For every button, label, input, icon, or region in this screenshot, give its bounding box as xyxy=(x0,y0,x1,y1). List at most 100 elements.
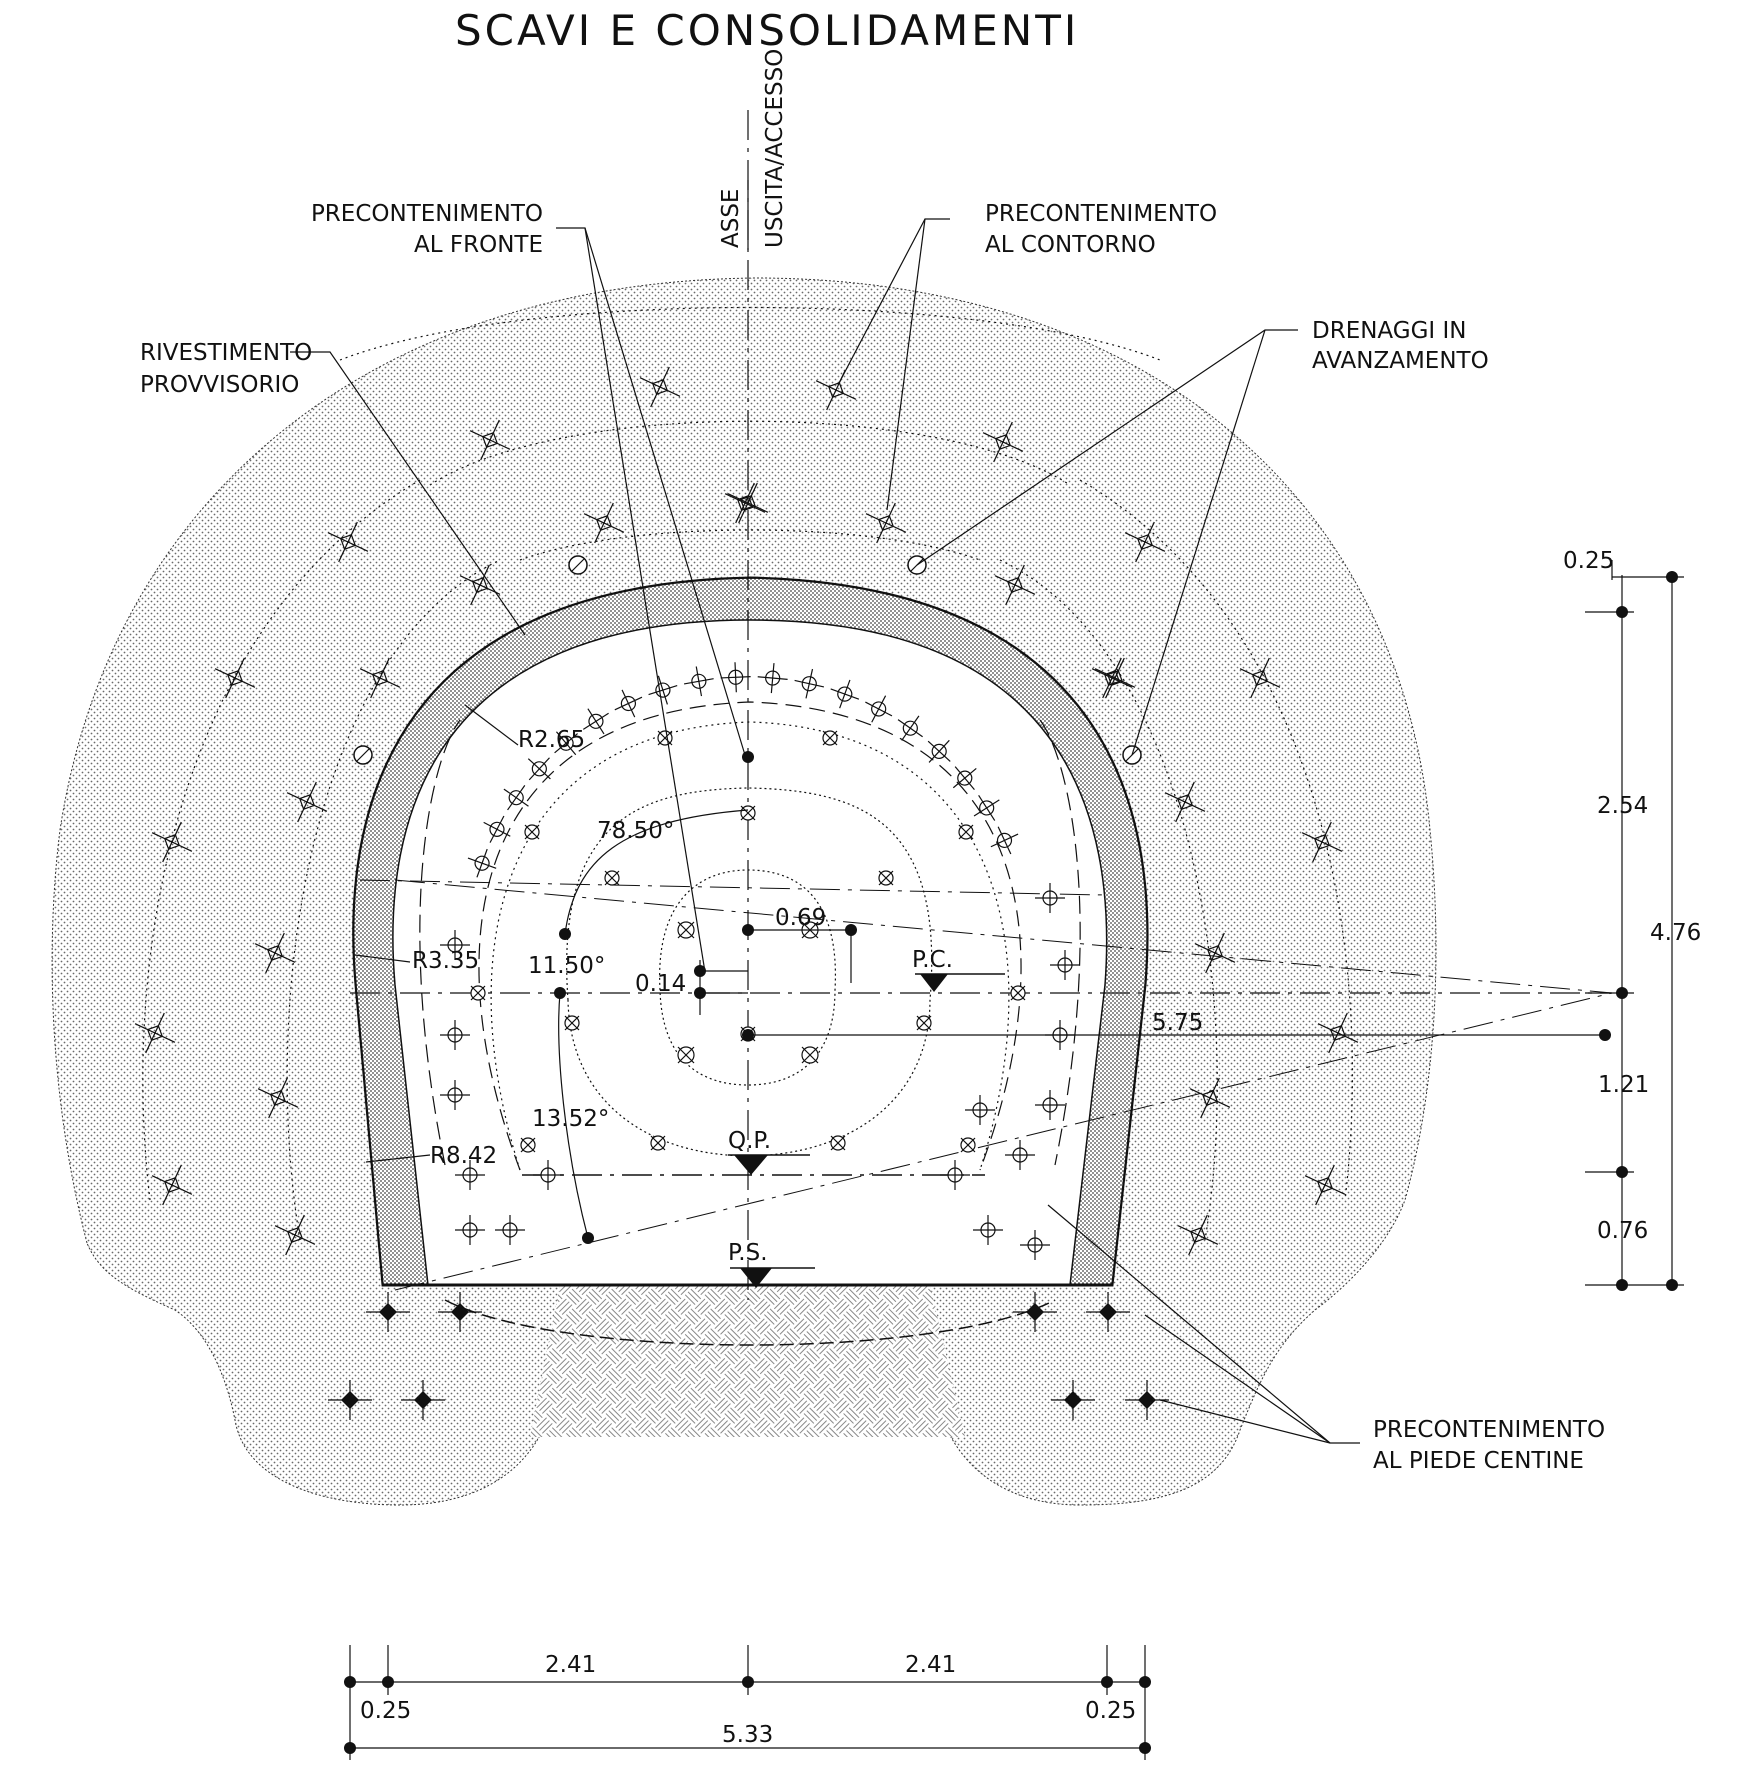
crossed-circle-mark xyxy=(455,1160,485,1190)
contour-star-mark xyxy=(982,421,1024,463)
svg-text:RIVESTIMENTO: RIVESTIMENTO xyxy=(140,340,312,366)
svg-text:AVANZAMENTO: AVANZAMENTO xyxy=(1312,348,1489,374)
contour-star-mark xyxy=(1189,1077,1231,1119)
x-circle-mark xyxy=(740,805,756,821)
x-circle-mark xyxy=(677,921,695,939)
crossed-circle-mark xyxy=(440,1020,470,1050)
svg-text:USCITA/ACCESSO: USCITA/ACCESSO xyxy=(762,49,788,248)
crossed-circle-mark xyxy=(794,668,825,699)
svg-text:5.33: 5.33 xyxy=(722,1722,773,1748)
foot-diamond-mark xyxy=(328,1380,372,1420)
crossed-circle-mark xyxy=(440,930,470,960)
crossed-circle-mark xyxy=(927,739,951,763)
crossed-circle-mark xyxy=(533,1160,563,1190)
crossed-circle-mark xyxy=(1020,1230,1050,1260)
svg-text:4.76: 4.76 xyxy=(1650,920,1701,946)
crossed-circle-mark xyxy=(1050,950,1080,980)
x-circle-mark xyxy=(677,1046,695,1064)
contour-star-mark xyxy=(459,564,501,606)
drawing-title: SCAVI E CONSOLIDAMENTI xyxy=(455,6,1079,55)
x-circle-mark xyxy=(520,1137,536,1153)
svg-text:78.50°: 78.50° xyxy=(597,818,674,844)
bottom-dimensions: 2.41 2.41 0.25 0.25 5.33 xyxy=(344,1645,1151,1760)
x-circle-mark xyxy=(960,1137,976,1153)
contour-star-mark xyxy=(1301,821,1343,863)
contour-star-mark xyxy=(134,1012,176,1054)
contour-star-mark xyxy=(469,419,511,461)
foot-nail-markers xyxy=(328,1292,1169,1420)
foot-diamond-mark xyxy=(1013,1292,1057,1332)
radial-line-3 xyxy=(359,879,1106,896)
crossed-circle-mark xyxy=(990,826,1019,855)
svg-text:0.25: 0.25 xyxy=(360,1698,411,1724)
svg-text:PRECONTENIMENTO: PRECONTENIMENTO xyxy=(1373,1417,1605,1443)
svg-text:Q.P.: Q.P. xyxy=(728,1128,771,1154)
level-marker-pc: P.C. xyxy=(912,947,1005,992)
contour-star-mark xyxy=(994,564,1036,606)
svg-text:0.25: 0.25 xyxy=(1085,1698,1136,1724)
crossed-circle-mark xyxy=(897,715,923,741)
contour-star-mark xyxy=(151,1164,193,1206)
contour-star-mark xyxy=(254,932,296,974)
crossed-circle-mark xyxy=(973,1215,1003,1245)
foot-diamond-mark xyxy=(1086,1292,1130,1332)
svg-text:1.21: 1.21 xyxy=(1598,1072,1649,1098)
invert-fill xyxy=(530,1285,965,1437)
contour-star-mark xyxy=(214,657,256,699)
x-circle-mark xyxy=(958,824,974,840)
contour-star-mark xyxy=(257,1077,299,1119)
crossed-circle-mark xyxy=(503,785,529,811)
drainage-markers xyxy=(353,555,1142,765)
svg-text:2.41: 2.41 xyxy=(905,1652,956,1678)
svg-text:5.75: 5.75 xyxy=(1152,1010,1203,1036)
contour-star-mark xyxy=(274,1214,316,1256)
crossed-circle-mark xyxy=(648,675,678,705)
svg-text:AL CONTORNO: AL CONTORNO xyxy=(985,232,1156,258)
contour-star-mark xyxy=(286,781,328,823)
contour-star-mark xyxy=(1164,781,1206,823)
x-circle-mark xyxy=(830,1135,846,1151)
contour-star-mark xyxy=(639,366,681,408)
svg-text:13.52°: 13.52° xyxy=(532,1106,609,1132)
crossed-circle-mark xyxy=(683,666,714,697)
crossed-circle-mark xyxy=(973,794,1000,821)
radius-labels: R2.65 R3.35 R8.42 xyxy=(354,704,585,1169)
svg-text:PRECONTENIMENTO: PRECONTENIMENTO xyxy=(311,201,543,227)
contour-star-mark xyxy=(724,482,766,524)
right-dimensions: 0.25 2.54 4.76 1.21 0.76 xyxy=(1563,548,1701,1291)
inner-dimensions: 0.69 0.14 5.75 xyxy=(635,905,1611,1041)
label-precontenimento-contorno: PRECONTENIMENTO AL CONTORNO xyxy=(985,201,1217,258)
contour-star-mark xyxy=(1124,521,1166,563)
x-circle-mark xyxy=(916,1015,932,1031)
x-circle-mark xyxy=(470,985,486,1001)
x-circle-mark xyxy=(1010,985,1026,1001)
svg-text:PRECONTENIMENTO: PRECONTENIMENTO xyxy=(985,201,1217,227)
label-drenaggi: DRENAGGI IN AVANZAMENTO xyxy=(1312,318,1489,374)
svg-text:11.50°: 11.50° xyxy=(528,953,605,979)
foot-diamond-mark xyxy=(438,1292,482,1332)
contour-star-mark xyxy=(1194,932,1236,974)
contour-star-mark xyxy=(327,521,369,563)
crossed-circle-mark xyxy=(483,815,511,843)
svg-text:2.41: 2.41 xyxy=(545,1652,596,1678)
foot-diamond-mark xyxy=(366,1292,410,1332)
svg-text:P.C.: P.C. xyxy=(912,947,953,973)
contour-star-mark xyxy=(583,502,625,544)
crossed-circle-mark xyxy=(440,1080,470,1110)
crossed-circle-mark xyxy=(952,766,977,790)
crossed-circle-mark xyxy=(467,848,497,878)
drainage-mark xyxy=(353,745,373,765)
drainage-mark xyxy=(568,555,588,575)
crossed-circle-mark xyxy=(1035,1090,1065,1120)
foot-diamond-mark xyxy=(401,1380,445,1420)
x-circle-mark xyxy=(878,870,894,886)
leader-lines xyxy=(290,218,1360,1444)
crossed-circle-mark xyxy=(1005,1140,1035,1170)
crossed-circle-mark xyxy=(495,1215,525,1245)
angle-annotations: 78.50° 11.50° 13.52° xyxy=(528,751,754,1244)
x-circle-mark xyxy=(650,1135,666,1151)
level-marker-qp: Q.P. xyxy=(728,1128,810,1175)
svg-text:PROVVISORIO: PROVVISORIO xyxy=(140,372,299,398)
crossed-circle-mark xyxy=(830,679,860,709)
contour-star-mark xyxy=(1091,657,1133,699)
